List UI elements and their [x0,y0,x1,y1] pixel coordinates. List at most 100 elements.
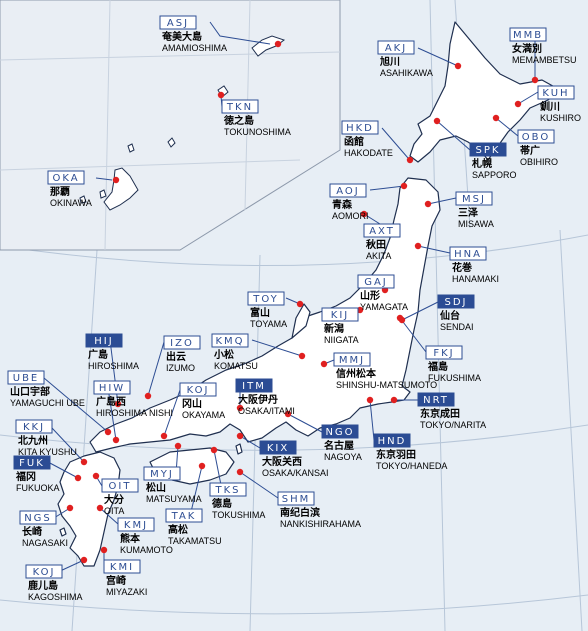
airport-name-jp: 女満別 [512,42,542,55]
airport-dot-kmi-miyazaki [100,546,108,554]
airport-name-jp: 广島西 [96,395,126,408]
airport-code: HND [378,436,407,447]
airport-dot-ube-yamaguchi-ube [104,428,112,436]
airport-code: IZO [170,338,194,349]
airport-name-en: TOYAMA [250,319,287,329]
airport-dot-itm-osaka-itami [236,404,244,412]
airport-name-jp: 大阪伊丹 [238,393,278,406]
airport-name-en: AOMORI [332,211,369,221]
code-box [163,335,201,350]
airport-name-en: OSAKA/KANSAI [262,468,329,478]
code-box [437,294,475,309]
airport-dot-kuh-kushiro [514,100,522,108]
airport-code: AKJ [385,43,407,54]
airport-code: AOJ [336,186,360,197]
airport-code: KUH [542,88,569,99]
airport-name-jp: 松山 [146,481,166,494]
airport-dot-mmj-shinshu-matsumoto [320,360,328,368]
airport-name-jp: 宫崎 [106,574,126,587]
code-box [47,170,85,185]
code-box [357,274,395,289]
airport-name-jp: 新潟 [324,322,344,335]
connector-hiw-hiroshima-nishi [107,387,117,441]
airport-name-en: TOKUSHIMA [212,510,265,520]
airport-name-en: OKINAWA [50,198,92,208]
connector-kmq-komatsu [251,339,303,357]
airport-name-jp: 冈山 [182,397,202,410]
connector-koj-okayama [163,389,181,437]
connector-izo-izumo [147,341,165,397]
connector-hna-hanamaki [417,245,451,254]
airport-code: HKD [346,123,374,134]
airport-name-en: TAKAMATSU [168,536,222,546]
airport-name-en: ASAHIKAWA [380,68,433,78]
airport-name-jp: 富山 [250,306,270,319]
airport-code: KMQ [215,336,244,347]
airport-name-en: FUKUSHIMA [428,373,481,383]
connector-obo-obihiro [495,117,519,137]
airport-name-en: MATSUYAMA [146,494,202,504]
airport-code: HIW [99,383,125,394]
connector-ube-yamaguchi-ube [43,377,109,433]
code-box [449,246,487,261]
airport-dot-ngo-nagoya [284,410,292,418]
airport-dot-nrt-tokyo-narita [390,396,398,404]
code-box [179,382,217,397]
airport-name-jp: 帯广 [520,144,540,157]
airport-name-en: MEMAMBETSU [512,55,577,65]
airport-code: KOJ [33,567,56,578]
airport-name-jp: 长崎 [22,525,42,538]
airport-name-jp: 山形 [360,289,380,302]
code-box [259,440,297,455]
airport-dot-tak-takamatsu [198,462,206,470]
airport-name-jp: 广島 [88,348,108,361]
airport-dot-hkd-hakodate [406,156,414,164]
airport-dot-kkj-kita-kyushu [80,458,88,466]
airport-name-en: KAGOSHIMA [28,592,83,602]
airport-name-jp: 釧川 [540,100,560,113]
airport-code: UBE [13,373,40,384]
code-box [93,380,131,395]
airport-name-en: NAGOYA [324,452,362,462]
connector-ngo-nagoya [287,413,323,433]
code-box [469,142,507,157]
airport-name-jp: 高松 [168,523,188,536]
airport-code: OKA [52,173,79,184]
connector-tak-takamatsu [189,465,203,517]
airport-name-jp: 大分 [104,493,124,506]
airport-name-en: AKITA [366,251,391,261]
airport-dot-koj-kagoshima [80,556,88,564]
airport-dot-shm-nankishirahama [236,468,244,476]
airport-name-jp: 福冈 [15,470,36,483]
airport-code: MMJ [339,355,365,366]
airport-code: KMJ [124,520,148,531]
code-box [377,40,415,55]
airport-code: NRT [423,395,449,406]
airport-code: MYJ [150,469,174,480]
code-box [101,478,139,493]
airport-name-jp: 北九州 [18,434,48,447]
airport-name-jp: 旭川 [379,55,400,68]
connector-shm-nankishirahama [239,471,279,499]
code-box [143,466,181,481]
airport-code: SDJ [445,297,468,308]
